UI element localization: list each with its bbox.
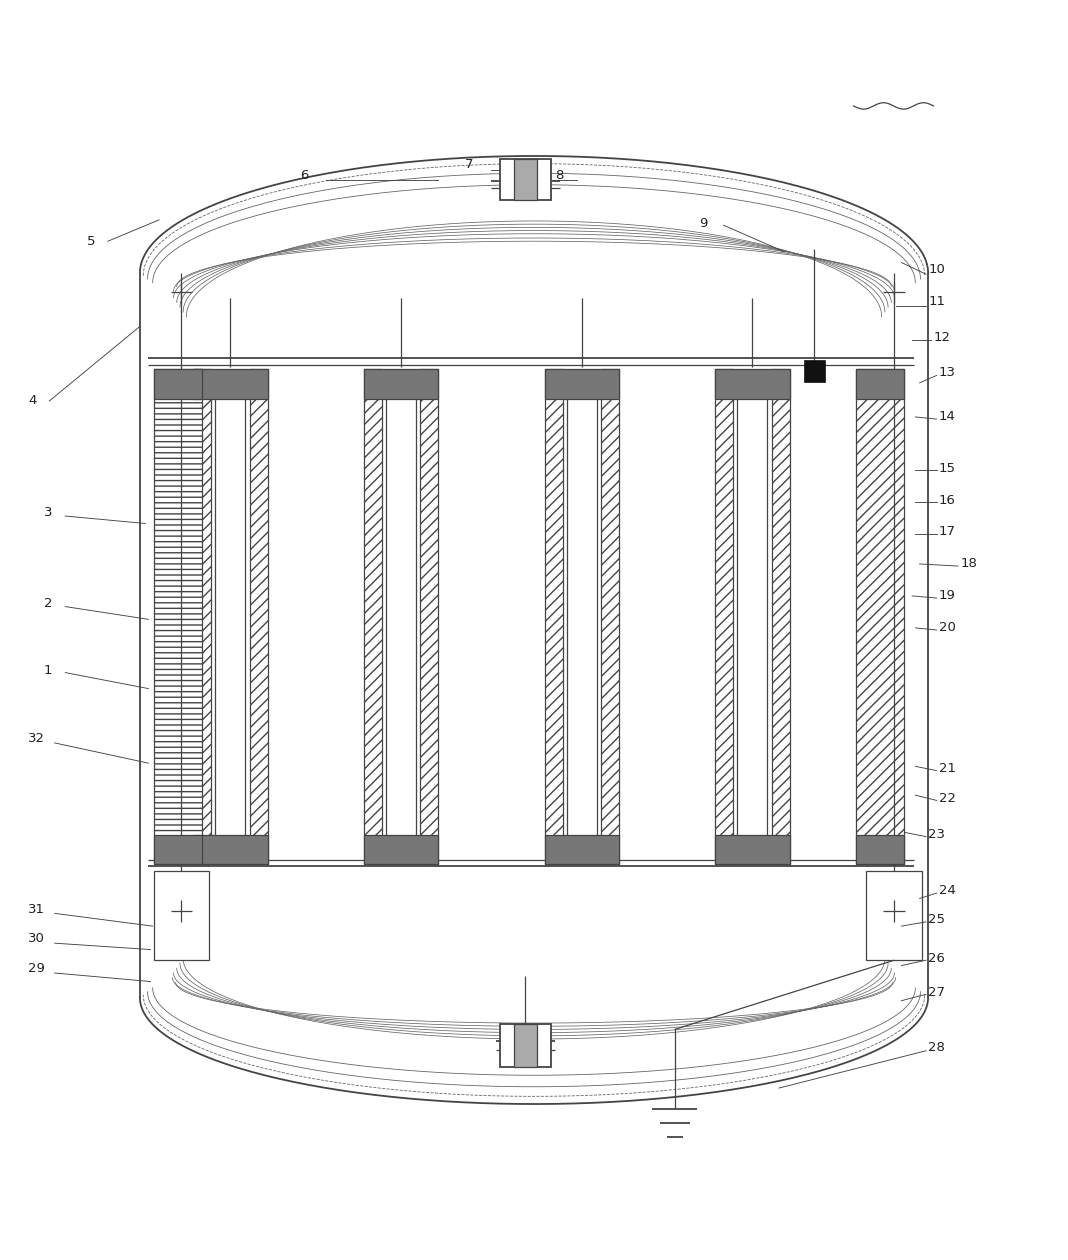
Text: 9: 9: [700, 217, 707, 229]
Text: 25: 25: [928, 914, 945, 926]
Text: 7: 7: [465, 158, 473, 171]
Bar: [363, 369, 438, 399]
Bar: [154, 369, 202, 399]
Text: 14: 14: [939, 411, 956, 423]
Text: 2: 2: [44, 597, 52, 610]
Text: 15: 15: [939, 461, 956, 475]
Bar: [545, 369, 563, 864]
Bar: [193, 369, 211, 864]
Text: 13: 13: [939, 365, 956, 379]
Bar: [855, 369, 904, 399]
Text: 12: 12: [933, 330, 951, 344]
Bar: [545, 369, 619, 399]
Bar: [154, 369, 202, 864]
Bar: [803, 360, 824, 382]
Text: 23: 23: [928, 828, 945, 840]
Text: 20: 20: [939, 621, 956, 634]
Text: 19: 19: [939, 590, 956, 602]
Bar: [500, 159, 551, 199]
Text: 32: 32: [28, 732, 45, 745]
Text: 11: 11: [928, 295, 945, 309]
Text: 4: 4: [28, 394, 36, 407]
Text: 29: 29: [28, 963, 45, 975]
Bar: [420, 369, 438, 864]
Bar: [363, 369, 381, 864]
Text: 3: 3: [44, 507, 52, 519]
Text: 16: 16: [939, 494, 956, 507]
Bar: [154, 834, 202, 864]
Text: 6: 6: [300, 169, 308, 181]
Bar: [855, 834, 904, 864]
Bar: [716, 369, 789, 399]
Text: 8: 8: [555, 169, 564, 181]
Bar: [500, 1024, 551, 1067]
Bar: [386, 393, 415, 840]
Bar: [716, 834, 789, 864]
Bar: [514, 1024, 537, 1067]
Bar: [716, 369, 734, 864]
Text: 26: 26: [928, 951, 945, 965]
Bar: [250, 369, 268, 864]
Bar: [216, 393, 246, 840]
Bar: [771, 369, 789, 864]
Bar: [545, 834, 619, 864]
Bar: [363, 834, 438, 864]
Text: 31: 31: [28, 902, 45, 916]
Bar: [567, 393, 597, 840]
Text: 1: 1: [44, 664, 52, 677]
Bar: [866, 871, 922, 960]
Text: 22: 22: [939, 791, 956, 805]
Text: 24: 24: [939, 885, 956, 897]
Text: 10: 10: [928, 263, 945, 276]
Text: 17: 17: [939, 525, 956, 538]
Text: 30: 30: [28, 932, 45, 945]
Bar: [738, 393, 767, 840]
Bar: [855, 369, 904, 864]
Text: 27: 27: [928, 985, 945, 999]
Text: 28: 28: [928, 1041, 945, 1055]
Text: 5: 5: [87, 234, 95, 248]
Text: 21: 21: [939, 762, 956, 775]
Bar: [193, 369, 268, 399]
Text: 18: 18: [960, 557, 977, 571]
Bar: [154, 871, 209, 960]
Bar: [514, 159, 537, 199]
Bar: [601, 369, 619, 864]
Bar: [193, 834, 268, 864]
